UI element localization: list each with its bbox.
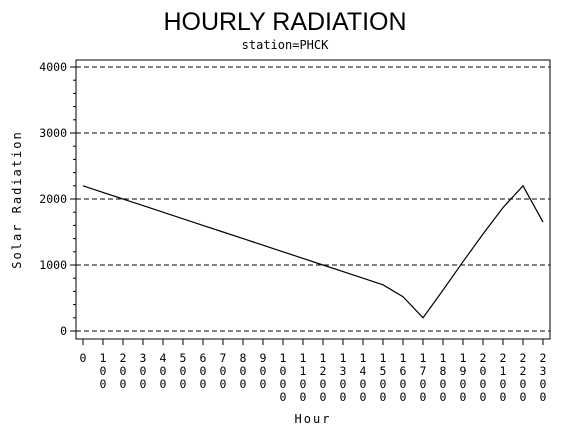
y-axis: 0 1000 2000 3000 4000 bbox=[39, 60, 76, 338]
x-axis: 0 1 0 0 2 0 0 3 0 0 4 0 0 5 0 0 6 0 0 7 0 0 8 0 0 9 0 0 1 0 0 0 1 1 0 0 1 2 0 0… bbox=[80, 339, 547, 404]
x-axis-label: Hour bbox=[295, 412, 332, 426]
chart-subtitle: station=PHCK bbox=[242, 38, 329, 52]
y-axis-label: Solar Radiation bbox=[10, 130, 24, 268]
y-tick-label: 2000 bbox=[39, 192, 67, 206]
chart-title: HOURLY RADIATION bbox=[163, 8, 406, 36]
x-tick-label: 0 bbox=[80, 351, 87, 365]
series-layer bbox=[82, 184, 544, 319]
y-tick-label: 0 bbox=[60, 324, 67, 338]
y-tick-label: 1000 bbox=[39, 258, 67, 272]
y-tick-label: 3000 bbox=[39, 126, 67, 140]
series-line bbox=[82, 184, 544, 319]
gridlines bbox=[76, 66, 550, 332]
y-tick-label: 4000 bbox=[39, 60, 67, 74]
